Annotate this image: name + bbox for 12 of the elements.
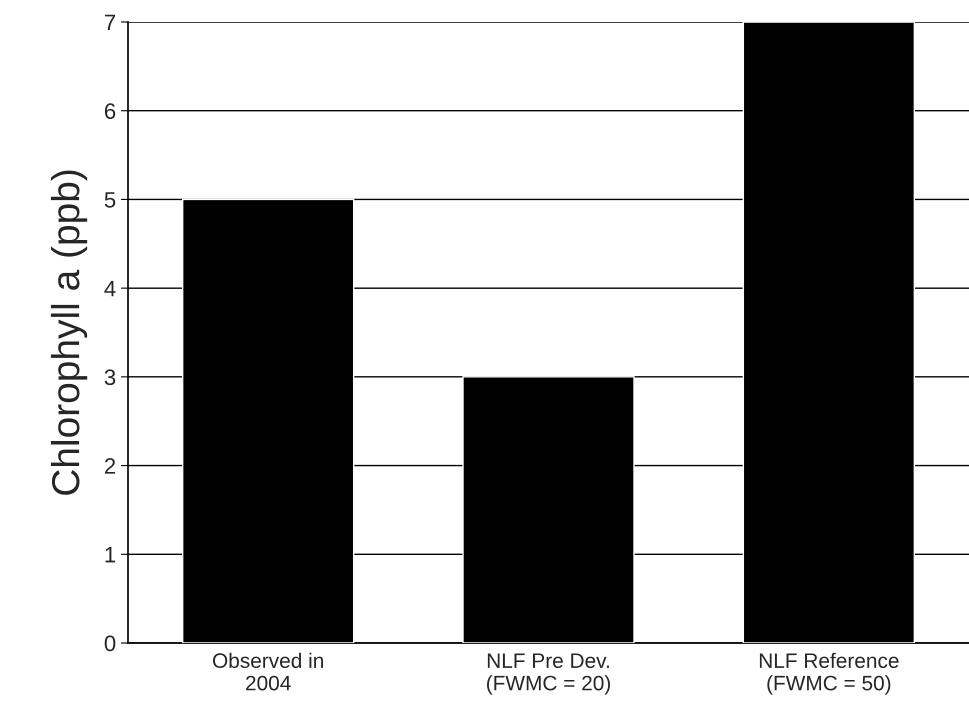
x-tick-label: Observed in 2004 bbox=[212, 652, 323, 690]
y-tick-label: 2 bbox=[104, 458, 116, 474]
y-tick-label: 7 bbox=[104, 14, 116, 30]
y-axis-title: Chlorophyll a (ppb) bbox=[50, 170, 88, 495]
y-tick-label: 1 bbox=[106, 547, 116, 562]
y-tick-label: 3 bbox=[104, 369, 116, 386]
y-tick-label: 6 bbox=[104, 103, 116, 119]
y-tick-label: 5 bbox=[104, 192, 116, 208]
y-tick-label: 4 bbox=[104, 280, 116, 296]
x-tick-label: NLF Pre Dev. (FWMC = 20) bbox=[487, 653, 610, 695]
x-tick-label: NLF Reference (FWMC = 50) bbox=[760, 652, 899, 695]
y-tick-label: 0 bbox=[104, 636, 116, 652]
